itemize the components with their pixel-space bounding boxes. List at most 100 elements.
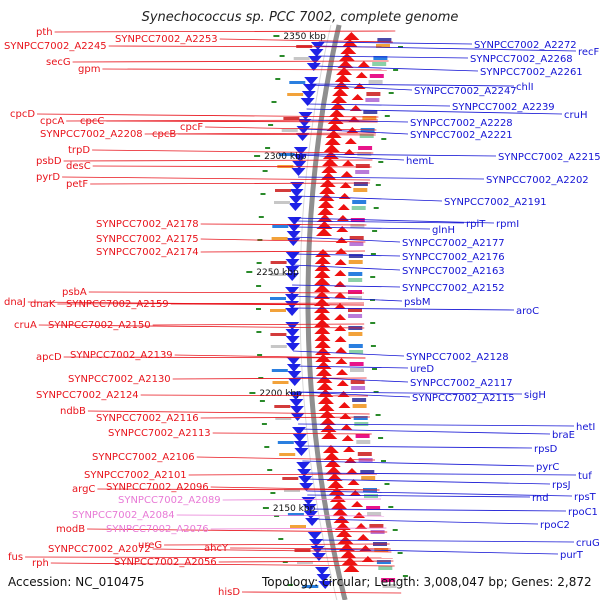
reverse-feature-arrow (296, 462, 311, 470)
forward-feature-arrow (334, 259, 347, 265)
left-leader-line (50, 562, 395, 567)
forward-feature-arrow (335, 358, 348, 364)
category-bar (381, 578, 396, 582)
forward-feature-arrow (314, 256, 331, 264)
reverse-feature-arrow (286, 231, 301, 239)
forward-feature-arrow (332, 508, 349, 516)
category-bar (279, 453, 296, 456)
ruler-minor-tick (274, 515, 280, 517)
category-bar (272, 381, 289, 384)
ruler-minor-tick (392, 529, 398, 531)
left-gene-label: SYNPCC7002_A2139 (70, 350, 173, 361)
reverse-feature-arrow (301, 497, 316, 505)
left-gene-label: secG (46, 57, 71, 68)
category-bar (278, 153, 295, 156)
reverse-feature-arrow (292, 434, 307, 442)
ruler-minor-tick (270, 492, 276, 494)
reverse-feature-arrow (318, 581, 333, 589)
forward-feature-arrow (343, 32, 360, 40)
category-bar (355, 434, 370, 438)
right-gene-label: glnH (432, 225, 455, 236)
left-leader-line (164, 543, 390, 546)
category-bar (349, 350, 364, 354)
right-leader-line (298, 423, 575, 427)
left-labels: pth SYNPCC7002_A2245 SYNPCC7002_A2253 secG g… (4, 27, 402, 598)
ruler-minor-tick (384, 483, 390, 485)
right-leader-line (291, 295, 403, 302)
right-leader-line (300, 154, 405, 161)
ruler-minor-tick (287, 584, 293, 586)
category-bar (350, 224, 365, 228)
forward-feature-arrow (340, 171, 353, 177)
ruler-minor-tick (381, 138, 387, 140)
left-leader-line (25, 556, 393, 559)
forward-feature-arrow (349, 490, 362, 496)
reverse-feature-arrow (311, 553, 326, 561)
left-gene-label: dnaK (30, 299, 56, 310)
forward-feature-arrow (316, 214, 333, 222)
reverse-feature-arrow (285, 322, 300, 330)
forward-feature-arrow (337, 60, 354, 68)
category-bar (275, 417, 292, 420)
left-leader-line (178, 133, 376, 136)
right-gene-label: rpsD (534, 444, 558, 455)
ruler-minor-tick (256, 285, 262, 287)
forward-feature-arrow (336, 380, 349, 386)
reverse-feature-arrow (307, 532, 322, 540)
left-gene-label: psbA (62, 287, 87, 298)
right-leader-line (300, 445, 533, 449)
reverse-feature-arrow (289, 406, 304, 414)
category-bar (349, 236, 364, 240)
reverse-feature-arrow (285, 336, 300, 344)
left-leader-line (88, 291, 365, 294)
right-gene-label: pyrC (536, 462, 559, 473)
forward-feature-arrow (344, 138, 357, 144)
reverse-feature-arrow (287, 224, 302, 232)
ruler-label: 2350 kbp (283, 32, 326, 42)
ruler-minor-tick (279, 55, 285, 57)
forward-feature-arrow (316, 382, 333, 390)
reverse-feature-arrow (285, 294, 300, 302)
left-leader-line (36, 113, 379, 118)
forward-feature-arrow (334, 270, 347, 276)
forward-feature-arrow (340, 46, 357, 54)
ruler-label: 2150 kbp (273, 504, 316, 514)
right-gene-label: sigH (524, 390, 546, 401)
left-leader-line (219, 38, 393, 43)
category-bar (349, 362, 364, 366)
left-gene-label: argC (72, 484, 95, 495)
ruler-minor-tick (256, 262, 262, 264)
right-leader-line (315, 539, 575, 543)
reverse-feature-arrow (290, 182, 305, 190)
forward-feature-arrow (349, 105, 362, 111)
left-gene-label: petF (66, 179, 88, 190)
category-bar (270, 309, 286, 312)
figure-title: Synechococcus sp. PCC 7002, complete gen… (141, 10, 459, 25)
left-leader-line (63, 356, 366, 359)
left-gene-label: psbD (36, 156, 62, 167)
reverse-feature-arrow (288, 196, 303, 204)
left-gene-label: SYNPCC7002_A2130 (68, 374, 171, 385)
reverse-feature-arrow (304, 77, 319, 85)
right-gene-label: braE (552, 430, 575, 441)
category-bar (293, 57, 310, 60)
forward-feature-arrow (319, 417, 336, 425)
ruler-minor-tick (372, 368, 377, 370)
ruler-minor-tick (372, 230, 378, 232)
left-gene-label: SYNPCC7002_A2159 (66, 299, 169, 310)
left-leader-line (170, 303, 365, 306)
left-gene-label: SYNPCC7002_A2056 (114, 557, 217, 568)
forward-feature-arrow (324, 459, 341, 467)
category-bar (358, 146, 373, 150)
forward-feature-arrow (320, 172, 337, 180)
left-leader-line (196, 456, 376, 461)
ruler-minor-tick (275, 78, 281, 80)
reverse-feature-arrow (286, 238, 301, 246)
left-gene-label: apcD (36, 352, 62, 363)
right-gene-label: purT (560, 550, 584, 561)
ruler-minor-tick (267, 469, 273, 471)
forward-feature-arrow (316, 375, 333, 383)
ruler-minor-tick (375, 414, 381, 416)
left-leader-line (106, 120, 378, 123)
